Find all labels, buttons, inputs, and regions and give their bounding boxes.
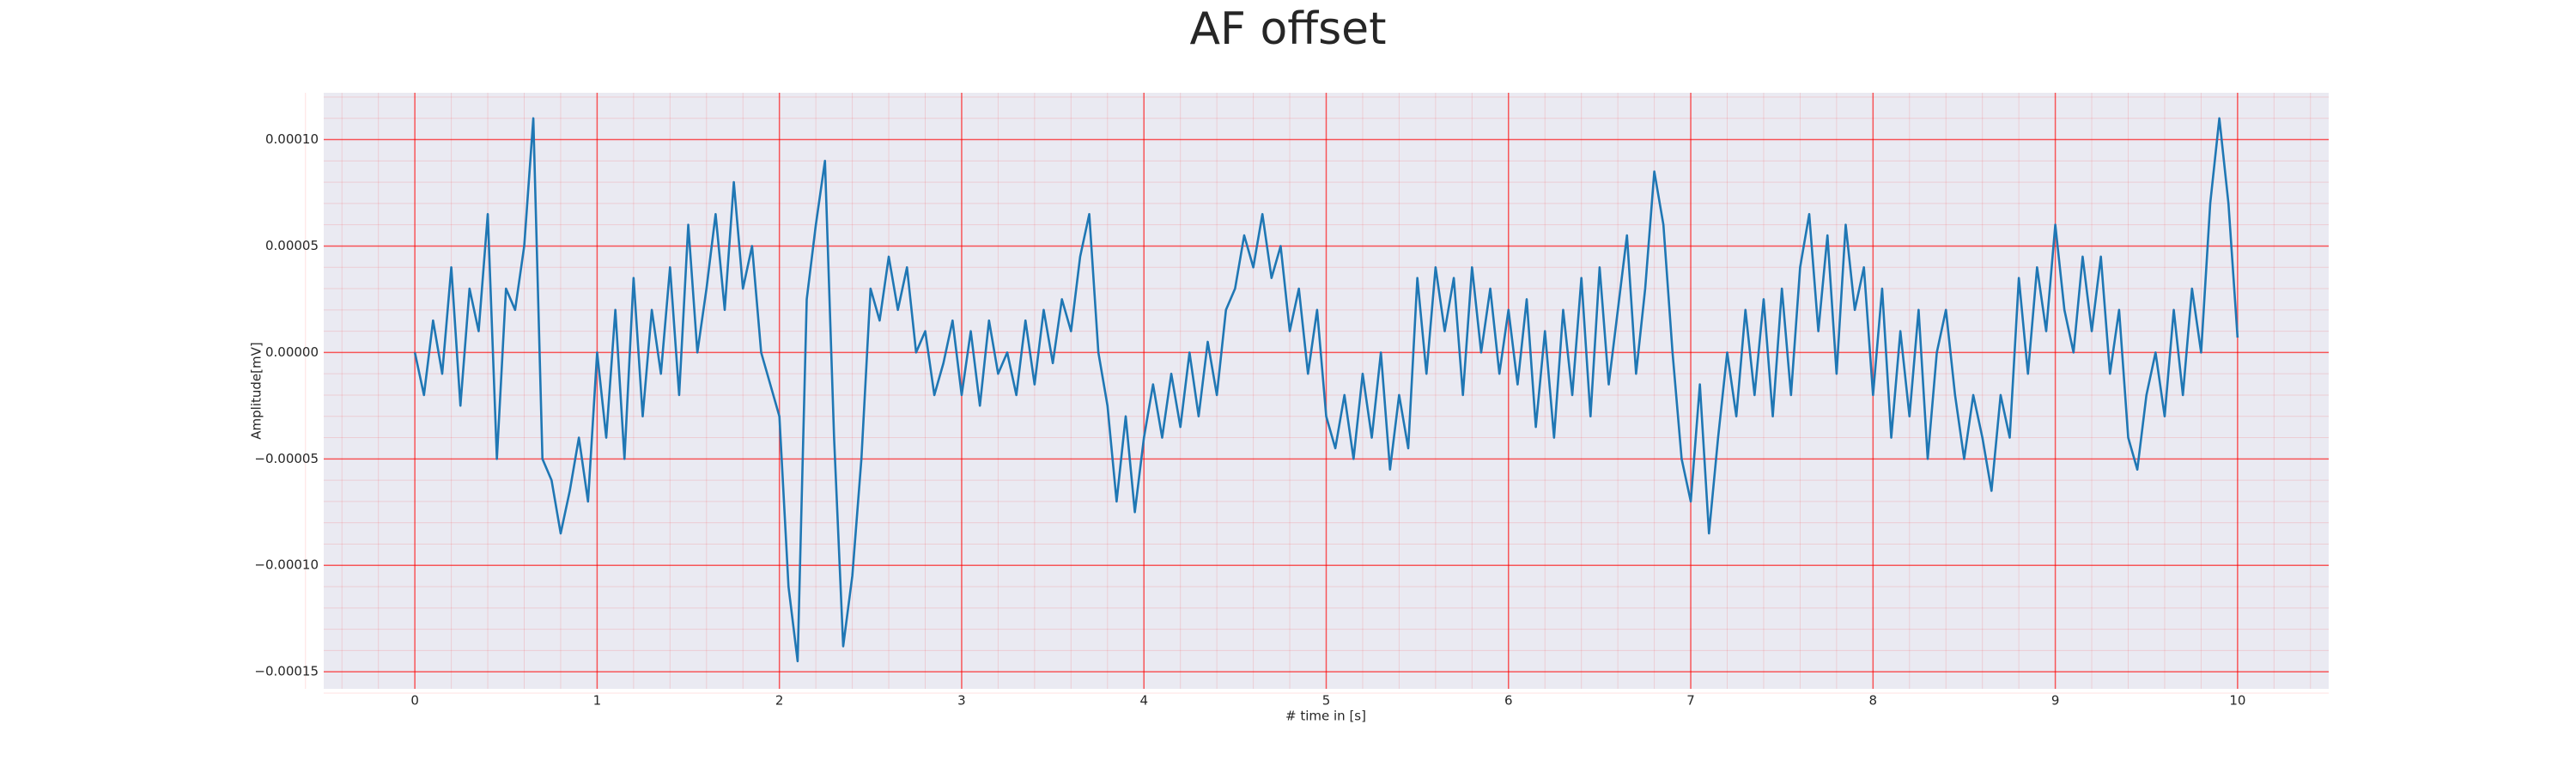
x-tick-label: 10 (2229, 693, 2245, 709)
y-tick-label: 0.00000 (265, 344, 319, 360)
x-axis-label: # time in [s] (1285, 709, 1366, 724)
x-tick-label: 4 (1139, 693, 1148, 709)
x-tick-label: 8 (1869, 693, 1878, 709)
y-axis-label: Amplitude[mV] (249, 342, 264, 439)
data-line (413, 117, 2239, 663)
x-tick-label: 1 (593, 693, 602, 709)
y-tick-label: −0.00005 (254, 451, 319, 466)
x-tick-label: 2 (775, 693, 784, 709)
y-tick-label: −0.00015 (254, 664, 319, 679)
x-tick-label: 7 (1686, 693, 1695, 709)
x-tick-label: 9 (2051, 693, 2060, 709)
chart-title: AF offset (1189, 3, 1386, 55)
y-tick-label: 0.00010 (265, 131, 319, 147)
x-tick-label: 0 (410, 693, 419, 709)
x-tick-label: 5 (1322, 693, 1331, 709)
y-tick-label: −0.00010 (254, 557, 319, 573)
x-tick-label: 6 (1504, 693, 1513, 709)
y-tick-label: 0.00005 (265, 238, 319, 253)
x-tick-label: 3 (957, 693, 966, 709)
